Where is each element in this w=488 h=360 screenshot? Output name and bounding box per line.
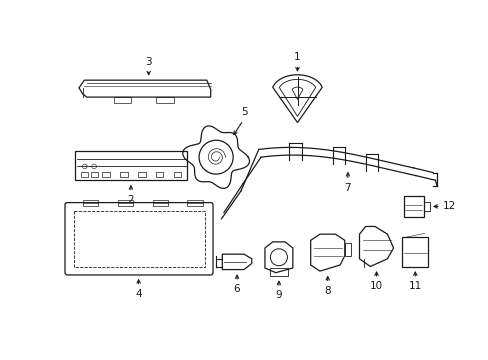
Bar xyxy=(118,199,133,206)
Bar xyxy=(82,199,98,206)
Bar xyxy=(73,211,204,266)
Text: 11: 11 xyxy=(408,281,421,291)
Bar xyxy=(102,172,110,177)
Bar xyxy=(81,172,88,177)
Text: 12: 12 xyxy=(442,202,455,211)
Text: 7: 7 xyxy=(344,183,350,193)
Bar xyxy=(156,97,173,103)
Bar xyxy=(114,97,131,103)
Text: 6: 6 xyxy=(233,284,240,294)
Bar xyxy=(187,199,203,206)
Bar xyxy=(173,172,181,177)
Text: 2: 2 xyxy=(127,195,134,205)
Text: 8: 8 xyxy=(324,286,330,296)
Text: 1: 1 xyxy=(294,53,300,62)
Bar xyxy=(120,172,127,177)
Bar xyxy=(90,172,97,177)
Text: 10: 10 xyxy=(369,281,382,291)
Text: 4: 4 xyxy=(135,289,142,299)
Bar xyxy=(138,172,145,177)
Text: 3: 3 xyxy=(145,57,152,67)
Text: 5: 5 xyxy=(241,107,247,117)
Bar xyxy=(152,199,168,206)
Bar xyxy=(75,151,187,180)
Text: 9: 9 xyxy=(275,291,282,300)
Bar xyxy=(155,172,163,177)
